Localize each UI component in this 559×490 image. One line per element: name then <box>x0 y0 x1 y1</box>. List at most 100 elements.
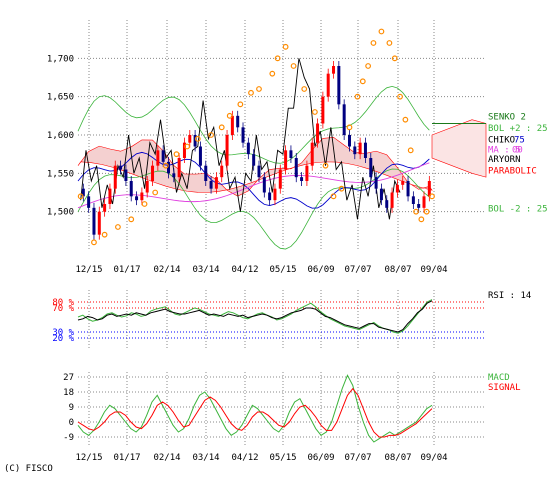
candle-body <box>395 184 399 193</box>
macd-series-line <box>77 387 433 438</box>
price-legend-label: 00 <box>512 146 523 156</box>
parabolic-dot <box>274 55 281 62</box>
candle-body <box>411 196 415 204</box>
date-label: 09/04 <box>420 265 447 275</box>
candle-body <box>316 123 320 143</box>
macd-tick-label: 0 <box>69 418 74 428</box>
candle-body <box>284 150 288 170</box>
candle-body <box>172 173 176 178</box>
candle-body <box>113 165 117 189</box>
price-tick-label: 1,550 <box>47 169 74 179</box>
rsi-tick-label: 70 % <box>52 304 74 314</box>
date-label: 02/14 <box>153 265 180 275</box>
date-label: 02/14 <box>153 453 180 463</box>
candle-body <box>198 146 202 166</box>
kumo-cloud <box>77 136 433 197</box>
parabolic-dot <box>91 239 97 246</box>
parabolic-dot <box>407 147 414 154</box>
rsi-series-line <box>77 299 433 334</box>
parabolic-dot <box>218 124 225 131</box>
date-label: 08/07 <box>384 265 411 275</box>
price-legend-label: MA : 5 <box>488 146 521 156</box>
candle-body <box>166 161 170 174</box>
candle-body <box>135 196 139 201</box>
parabolic-dot <box>346 124 353 131</box>
price-tick-label: 1,650 <box>47 93 74 103</box>
candle-body <box>358 142 362 155</box>
candle-body <box>151 165 155 181</box>
candle-body <box>119 165 123 170</box>
candle-body <box>332 66 336 74</box>
date-label: 04/12 <box>231 265 258 275</box>
candle-body <box>337 66 341 105</box>
date-label: 01/17 <box>113 453 140 463</box>
candle-body <box>278 169 282 189</box>
candle-body <box>193 135 197 147</box>
rsi-series-line <box>77 300 433 333</box>
candle-body <box>225 135 229 166</box>
candle-body <box>204 165 208 181</box>
parabolic-dot <box>301 86 308 92</box>
candle-body <box>145 181 149 193</box>
candle-body <box>363 142 367 158</box>
macd-tick-label: 18 <box>63 388 74 398</box>
rsi-tick-label: 20 % <box>52 334 74 344</box>
candle-body <box>289 150 293 158</box>
parabolic-dot <box>226 112 233 119</box>
parabolic-dot <box>378 28 385 35</box>
candle-body <box>417 204 421 208</box>
parabolic-dot <box>152 189 159 196</box>
date-label: 06/09 <box>307 453 334 463</box>
macd-tick-label: 27 <box>63 373 74 383</box>
candle-body <box>129 181 133 197</box>
candle-body <box>220 165 224 178</box>
parabolic-dot <box>256 86 262 92</box>
candle-body <box>305 165 309 181</box>
candle-body <box>300 177 304 181</box>
price-legend-label: PARABOLIC <box>488 166 537 176</box>
parabolic-dot <box>115 224 121 230</box>
parabolic-dot <box>173 151 180 158</box>
candle-body <box>347 135 351 147</box>
parabolic-dot <box>359 78 366 85</box>
parabolic-dot <box>162 162 169 169</box>
macd-tick-label: -9 <box>63 433 74 443</box>
date-label: 03/14 <box>192 453 219 463</box>
candle-body <box>379 188 383 201</box>
candle-body <box>209 181 213 189</box>
date-label: 07/07 <box>344 453 371 463</box>
candle-body <box>326 73 330 97</box>
parabolic-dot <box>386 40 393 46</box>
candle-body <box>182 142 186 158</box>
candle-body <box>321 96 325 124</box>
candle-body <box>252 154 256 166</box>
candle-body <box>294 158 298 178</box>
date-label: 12/15 <box>75 265 102 275</box>
date-label: 05/15 <box>269 453 296 463</box>
candle-body <box>97 211 101 235</box>
candle-body <box>241 127 245 143</box>
candle-body <box>262 177 266 193</box>
price-legend-label: 75 <box>514 136 525 146</box>
rsi-tick-label: 30 % <box>52 328 74 338</box>
candle-body <box>422 196 426 208</box>
candle-body <box>342 104 346 135</box>
parabolic-dot <box>418 216 425 223</box>
date-label: 06/09 <box>307 265 334 275</box>
candle-body <box>124 169 128 181</box>
candle-body <box>273 188 277 201</box>
candle-body <box>353 146 357 155</box>
date-label: 01/17 <box>113 265 140 275</box>
parabolic-dot <box>413 208 419 215</box>
rsi-legend-label: RSI : 14 <box>488 291 531 301</box>
parabolic-dot <box>184 143 191 150</box>
date-label: 04/12 <box>231 453 258 463</box>
candle-body <box>427 181 431 197</box>
candle-body <box>87 196 91 208</box>
parabolic-dot <box>311 109 318 115</box>
candle-body <box>374 177 378 189</box>
chiko-line <box>80 58 401 220</box>
parabolic-dot <box>141 201 148 207</box>
